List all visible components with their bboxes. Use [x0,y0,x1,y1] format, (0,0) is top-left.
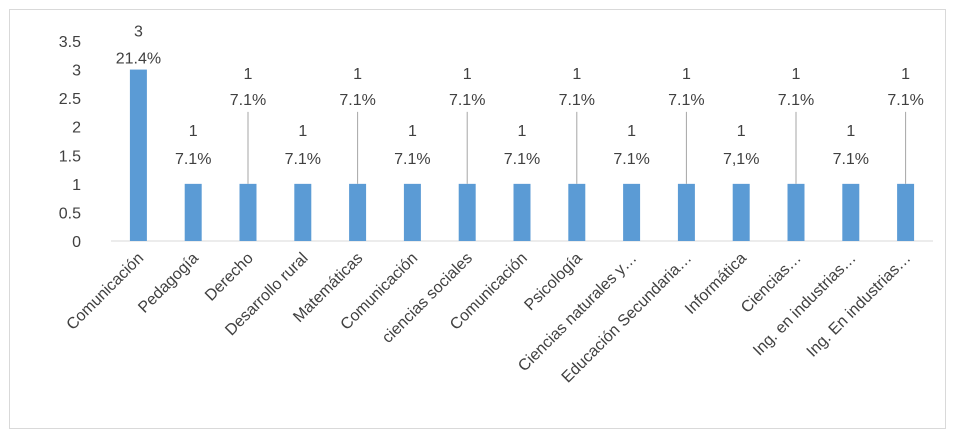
bar [458,183,476,241]
value-label: 1 [244,66,253,83]
category-label: Derecho [202,250,257,305]
value-label: 1 [463,66,472,83]
category-label: Comunicación [64,250,148,334]
bar [403,183,421,241]
value-label: 1 [353,66,362,83]
y-tick-label: 2 [72,120,81,137]
bar [568,183,586,241]
bar [623,183,641,241]
percent-label: 7.1% [285,151,321,168]
category-label: Ing. en industrias… [750,250,860,360]
y-tick-label: 1 [72,177,81,194]
bar [239,183,257,241]
value-label: 1 [792,66,801,83]
category-label: Pedagogía [135,250,202,317]
percent-label: 7.1% [833,151,869,168]
value-label: 3 [134,24,143,41]
bar [897,183,915,241]
percent-label: 7.1% [613,151,649,168]
y-tick-label: 0.5 [59,205,81,222]
category-label: Ing. En industrias… [804,250,915,361]
percent-label: 21.4% [116,51,161,68]
bar [787,183,805,241]
bar [184,183,202,241]
percent-label: 7.1% [778,92,814,109]
bars [129,69,915,241]
value-label: 1 [627,123,636,140]
value-label: 1 [737,123,746,140]
y-tick-label: 3.5 [59,34,81,51]
percent-label: 7.1% [175,151,211,168]
percent-label: 7.1% [449,92,485,109]
value-label: 1 [572,66,581,83]
percent-label: 7,1% [723,151,759,168]
percent-label: 7.1% [887,92,923,109]
value-label: 1 [682,66,691,83]
bar [513,183,531,241]
bar-chart: 0 0.5 1 1.5 2 2.5 3 3.5 3 21.4% 1 7.1% 1 7.1% 1 7.1% 1 7… [59,24,933,387]
value-label: 1 [846,123,855,140]
bar [842,183,860,241]
y-tick-label: 3 [72,63,81,80]
bar [294,183,312,241]
bar [732,183,750,241]
percent-label: 7.1% [230,92,266,109]
bar [129,69,147,241]
chart-area: 0 0.5 1 1.5 2 2.5 3 3.5 3 21.4% 1 7.1% 1 7.1% 1 7.1% 1 7… [9,9,946,429]
value-label: 1 [189,123,198,140]
bar [349,183,367,241]
data-labels: 3 21.4% 1 7.1% 1 7.1% 1 7.1% 1 7.1% 1 7.1% 1 7.1% 1 7.1… [116,24,924,184]
percent-label: 7.1% [394,151,430,168]
value-label: 1 [901,66,910,83]
percent-label: 7.1% [339,92,375,109]
bar [677,183,695,241]
value-label: 1 [518,123,527,140]
y-tick-label: 2.5 [59,91,81,108]
value-label: 1 [408,123,417,140]
percent-label: 7.1% [504,151,540,168]
percent-label: 7.1% [559,92,595,109]
percent-label: 7.1% [668,92,704,109]
value-label: 1 [298,123,307,140]
y-tick-label: 0 [72,234,81,251]
y-tick-label: 1.5 [59,148,81,165]
